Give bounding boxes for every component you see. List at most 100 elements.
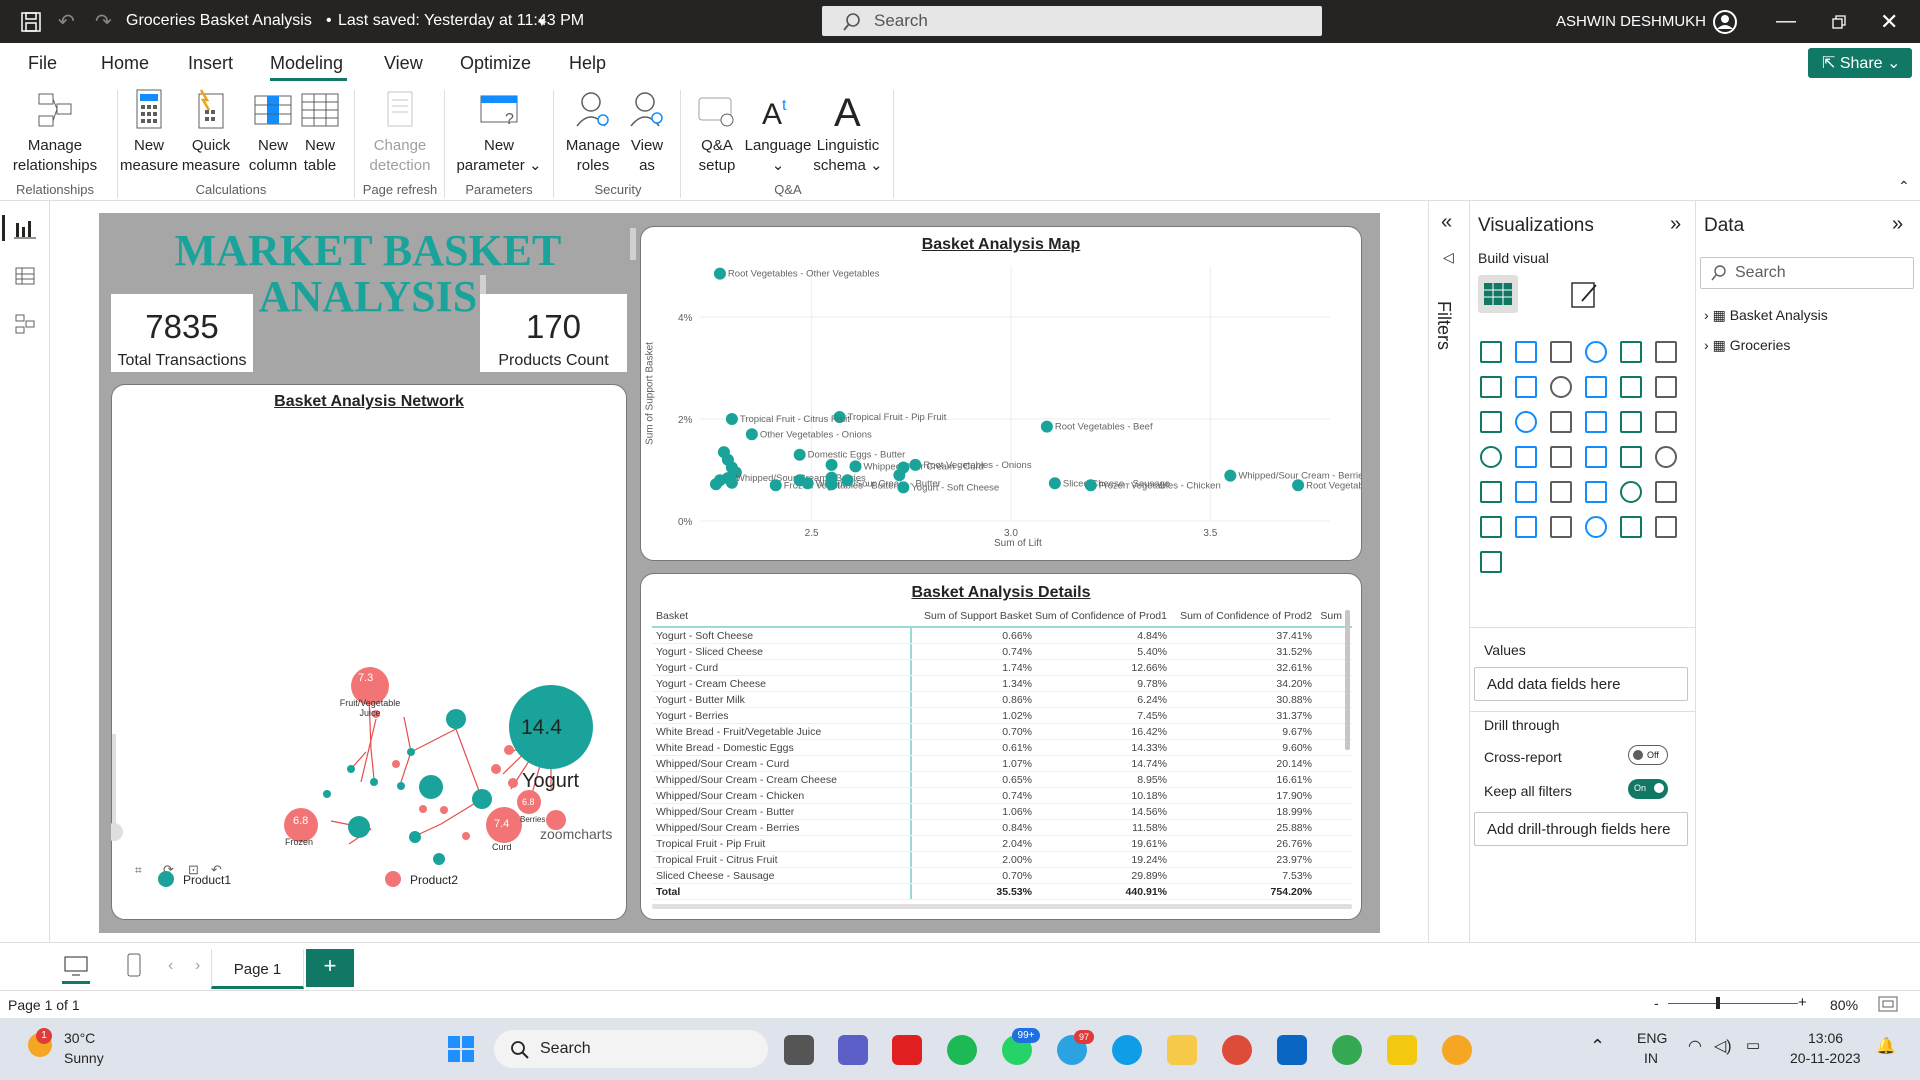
visual-type-icon[interactable] (1480, 411, 1502, 433)
values-drop-zone[interactable]: Add data fields here (1474, 667, 1688, 701)
scatter-point[interactable] (1048, 477, 1061, 490)
scatter-point[interactable] (1292, 479, 1305, 492)
legend-product2-label[interactable]: Product2 (410, 873, 459, 887)
visual-type-icon[interactable] (1620, 481, 1642, 503)
visual-type-icon[interactable] (1655, 411, 1677, 433)
visual-type-icon[interactable] (1585, 411, 1607, 433)
products-count-card[interactable]: 170 Products Count (480, 294, 627, 372)
visual-type-icon[interactable] (1515, 411, 1537, 433)
visual-type-icon[interactable] (1550, 376, 1572, 398)
new-column-button[interactable]: New column (244, 88, 302, 176)
language-eng[interactable]: ENG (1637, 1030, 1668, 1046)
taskbar-search[interactable]: Search (494, 1030, 768, 1068)
table-basket-analysis[interactable]: › ▦ Basket Analysis (1704, 307, 1828, 323)
visual-type-icon[interactable] (1515, 481, 1537, 503)
visual-type-icon[interactable] (1480, 446, 1502, 468)
volume-icon[interactable]: ◁) (1714, 1038, 1732, 1055)
new-measure-button[interactable]: New measure (120, 88, 178, 176)
visual-type-icon[interactable] (1620, 341, 1642, 363)
report-view-icon[interactable] (14, 217, 36, 239)
header-sum[interactable]: Sum (1320, 610, 1342, 622)
format-visual-icon[interactable] (1564, 275, 1604, 313)
vpn-icon[interactable] (1442, 1035, 1472, 1065)
scatter-point[interactable] (713, 267, 726, 280)
visual-type-icon[interactable] (1480, 551, 1502, 573)
visual-type-icon[interactable] (1655, 446, 1677, 468)
network-graph[interactable]: ⌗ ⟳ ⊡ ↶ (111, 384, 627, 920)
visual-type-icon[interactable] (1620, 516, 1642, 538)
scatter-point[interactable] (725, 413, 738, 425)
table-row[interactable]: Yogurt - Curd 1.74% 12.66% 32.61% (652, 660, 1352, 676)
model-view-icon[interactable] (14, 313, 36, 335)
visual-type-icon[interactable] (1515, 376, 1537, 398)
collapse-data-icon[interactable]: » (1892, 213, 1904, 235)
spotify-icon[interactable] (947, 1035, 977, 1065)
visual-type-icon[interactable] (1620, 411, 1642, 433)
battery-icon[interactable]: ▭ (1746, 1037, 1761, 1054)
scatter-point[interactable] (769, 479, 782, 492)
visual-type-icon[interactable] (1655, 516, 1677, 538)
page-tab-1[interactable]: Page 1 (211, 949, 304, 989)
collapse-ribbon-icon[interactable]: ⌃ (1898, 178, 1910, 194)
table-row[interactable]: Yogurt - Cream Cheese 1.34% 9.78% 34.20% (652, 676, 1352, 692)
table-row[interactable]: Yogurt - Soft Cheese 0.66% 4.84% 37.41% (652, 628, 1352, 644)
scatter-point[interactable] (1224, 469, 1237, 482)
map-panel[interactable] (640, 226, 1362, 561)
next-page-icon[interactable]: › (195, 957, 201, 974)
search-box[interactable]: Search (822, 6, 1322, 36)
table-row[interactable]: Yogurt - Butter Milk 0.86% 6.24% 30.88% (652, 692, 1352, 708)
table-row[interactable]: Whipped/Sour Cream - Curd 1.07% 14.74% 20.1… (652, 756, 1352, 772)
share-button[interactable]: ⇱ Share ⌄ (1808, 48, 1912, 78)
quick-measure-button[interactable]: Quick measure (180, 88, 242, 176)
scatter-point[interactable] (897, 481, 910, 494)
manage-relationships-button[interactable]: Manage relationships (10, 88, 100, 176)
edge-icon[interactable] (1112, 1035, 1142, 1065)
visual-type-icon[interactable] (1480, 376, 1502, 398)
language-in[interactable]: IN (1644, 1050, 1658, 1066)
youtube-icon[interactable] (892, 1035, 922, 1065)
data-search-input[interactable]: Search (1700, 257, 1914, 289)
header-conf1[interactable]: Sum of Confidence of Prod1 (1035, 610, 1167, 622)
visual-type-icon[interactable] (1585, 516, 1607, 538)
visual-type-icon[interactable] (1585, 376, 1607, 398)
total-transactions-card[interactable]: 7835 Total Transactions (111, 294, 253, 372)
visual-type-icon[interactable] (1515, 516, 1537, 538)
visual-type-icon[interactable] (1480, 516, 1502, 538)
scatter-point[interactable] (909, 458, 922, 471)
menu-insert[interactable]: Insert (188, 53, 234, 73)
restore-icon[interactable] (1832, 15, 1846, 29)
avatar-icon[interactable] (1712, 9, 1738, 35)
visual-type-icon[interactable] (1655, 341, 1677, 363)
scatter-point[interactable] (1084, 479, 1097, 492)
add-page-button[interactable]: + (306, 949, 354, 987)
visual-type-icon[interactable] (1620, 376, 1642, 398)
visual-type-icon[interactable] (1655, 376, 1677, 398)
scatter-point[interactable] (893, 469, 906, 482)
table-row[interactable]: Whipped/Sour Cream - Berries 0.84% 11.58% 2… (652, 820, 1352, 836)
windows-start-icon[interactable] (446, 1034, 476, 1064)
header-basket[interactable]: Basket (656, 610, 689, 622)
title-dropdown-icon[interactable]: ▼ (536, 15, 548, 29)
scatter-point[interactable] (849, 460, 862, 473)
keep-filters-toggle[interactable]: On (1628, 779, 1668, 799)
view-as-button[interactable]: View as (626, 88, 668, 176)
scatter-point[interactable] (825, 478, 838, 491)
menu-modeling[interactable]: Modeling (270, 53, 344, 73)
linkedin-icon[interactable] (1277, 1035, 1307, 1065)
header-support[interactable]: Sum of Support Basket (924, 610, 1032, 622)
power-bi-icon[interactable] (1387, 1035, 1417, 1065)
notification-bell-icon[interactable]: 🔔 (1876, 1038, 1896, 1055)
table-row[interactable]: Whipped/Sour Cream - Butter 1.06% 14.56% 18… (652, 804, 1352, 820)
visual-type-icon[interactable] (1620, 446, 1642, 468)
visual-type-icon[interactable] (1585, 446, 1607, 468)
scatter-plot[interactable]: 0% 2% 4% 2.5 3.0 3.5 Root Vegetables - Other … (640, 226, 1362, 561)
chrome-icon[interactable] (1222, 1035, 1252, 1065)
table-row[interactable]: Yogurt - Sliced Cheese 0.74% 5.40% 31.52% (652, 644, 1352, 660)
new-parameter-button[interactable]: ? New parameter ⌄ (450, 88, 548, 176)
save-icon[interactable] (20, 11, 42, 33)
visual-type-icon[interactable] (1550, 411, 1572, 433)
table-row[interactable]: Whipped/Sour Cream - Chicken 0.74% 10.18% 1… (652, 788, 1352, 804)
minimize-icon[interactable]: — (1776, 10, 1796, 32)
table-view-icon[interactable] (14, 265, 36, 287)
